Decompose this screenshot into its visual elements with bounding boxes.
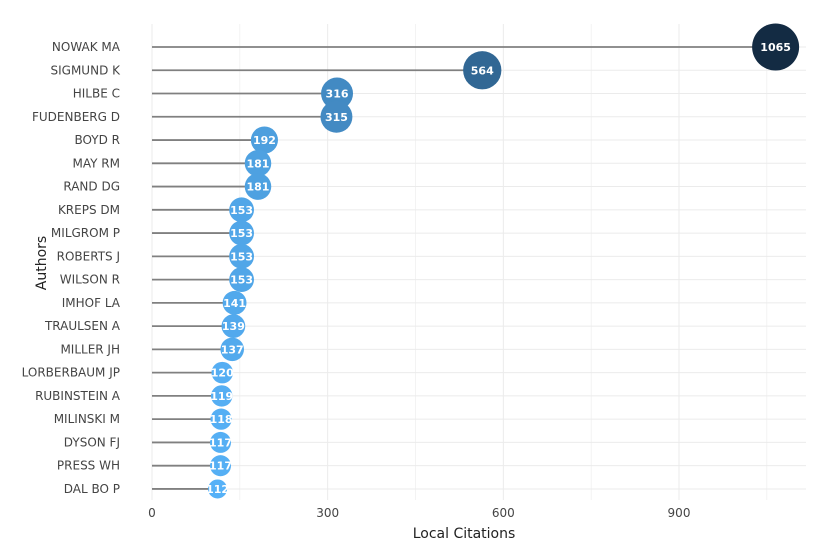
data-label: 141 <box>223 297 246 310</box>
lollipop-dot <box>752 23 800 71</box>
y-tick-label: LORBERBAUM JP <box>22 366 120 380</box>
y-axis-title: Authors <box>34 236 50 290</box>
y-tick-label: SIGMUND K <box>51 63 122 77</box>
y-tick-label: MILGROM P <box>51 226 120 240</box>
y-tick-label: TRAULSEN A <box>44 319 121 333</box>
data-label: 153 <box>230 274 253 287</box>
data-label: 153 <box>230 250 253 263</box>
lollipop-dot <box>229 220 254 246</box>
lollipop-dot <box>210 431 232 453</box>
y-tick-label: HILBE C <box>73 87 120 101</box>
y-tick-label: WILSON R <box>60 273 120 287</box>
y-axis-ticks: NOWAK MA SIGMUND K HILBE C FUDENBERG D BOYD … <box>22 40 121 496</box>
lollipop-dot <box>222 290 247 315</box>
y-tick-label: MILLER JH <box>60 342 120 356</box>
data-label: 137 <box>221 343 244 356</box>
y-tick-label: IMHOF LA <box>62 296 121 310</box>
y-tick-label: NOWAK MA <box>52 40 121 54</box>
lollipop-dot <box>244 173 272 200</box>
data-label: 117 <box>209 436 232 449</box>
y-tick-label: MILINSKI M <box>54 412 120 426</box>
data-label: 139 <box>222 320 245 333</box>
data-label: 119 <box>210 390 233 403</box>
lollipop-dot <box>229 243 254 269</box>
data-label: 117 <box>209 460 232 473</box>
lollipop-dot <box>221 314 246 338</box>
data-label: 153 <box>230 227 253 240</box>
data-label: 181 <box>247 181 270 194</box>
data-label: 118 <box>210 413 233 426</box>
lollipop-dot <box>208 479 228 499</box>
y-tick-label: FUDENBERG D <box>32 110 120 124</box>
lollipop-dot <box>211 361 234 384</box>
y-tick-label: BOYD R <box>74 133 120 147</box>
data-label: 153 <box>230 204 253 217</box>
lollipop-dot <box>210 408 232 430</box>
lollipop-dot <box>220 337 244 362</box>
y-tick-label: RAND DG <box>63 180 120 194</box>
data-label: 192 <box>253 134 276 147</box>
stem-layer <box>152 46 776 490</box>
lollipop-dot <box>229 197 254 223</box>
lollipop-dot <box>321 77 354 110</box>
data-label: 120 <box>211 367 234 380</box>
y-tick-label: RUBINSTEIN A <box>35 389 121 403</box>
data-label: 315 <box>325 111 348 124</box>
data-label: 316 <box>326 88 349 101</box>
y-tick-label: KREPS DM <box>58 203 120 217</box>
x-tick-label: 600 <box>492 506 515 520</box>
lollipop-dot <box>210 455 232 477</box>
lollipop-dot <box>210 385 233 407</box>
y-tick-label: PRESS WH <box>57 459 120 473</box>
x-axis-title: Local Citations <box>413 526 516 541</box>
lollipop-dot <box>244 150 272 177</box>
data-label: 181 <box>247 157 270 170</box>
x-tick-label: 900 <box>668 506 691 520</box>
lollipop-dot <box>320 100 353 133</box>
dot-layer: 1065 564 316 315 192 181 181 153 153 153 153 141 139… <box>206 23 800 499</box>
x-tick-label: 0 <box>148 506 156 520</box>
data-label: 1065 <box>760 41 791 54</box>
lollipop-dot <box>463 51 502 90</box>
y-tick-label: DYSON FJ <box>64 435 120 449</box>
y-tick-label: DAL BO P <box>64 482 120 496</box>
y-tick-label: ROBERTS J <box>57 249 120 263</box>
y-tick-label: MAY RM <box>73 156 120 170</box>
lollipop-dot <box>250 126 278 154</box>
data-label: 564 <box>471 64 494 77</box>
data-label: 112 <box>206 483 229 496</box>
x-axis-ticks: 0 300 600 900 <box>148 506 690 520</box>
x-tick-label: 300 <box>316 506 339 520</box>
lollipop-dot <box>229 267 254 292</box>
